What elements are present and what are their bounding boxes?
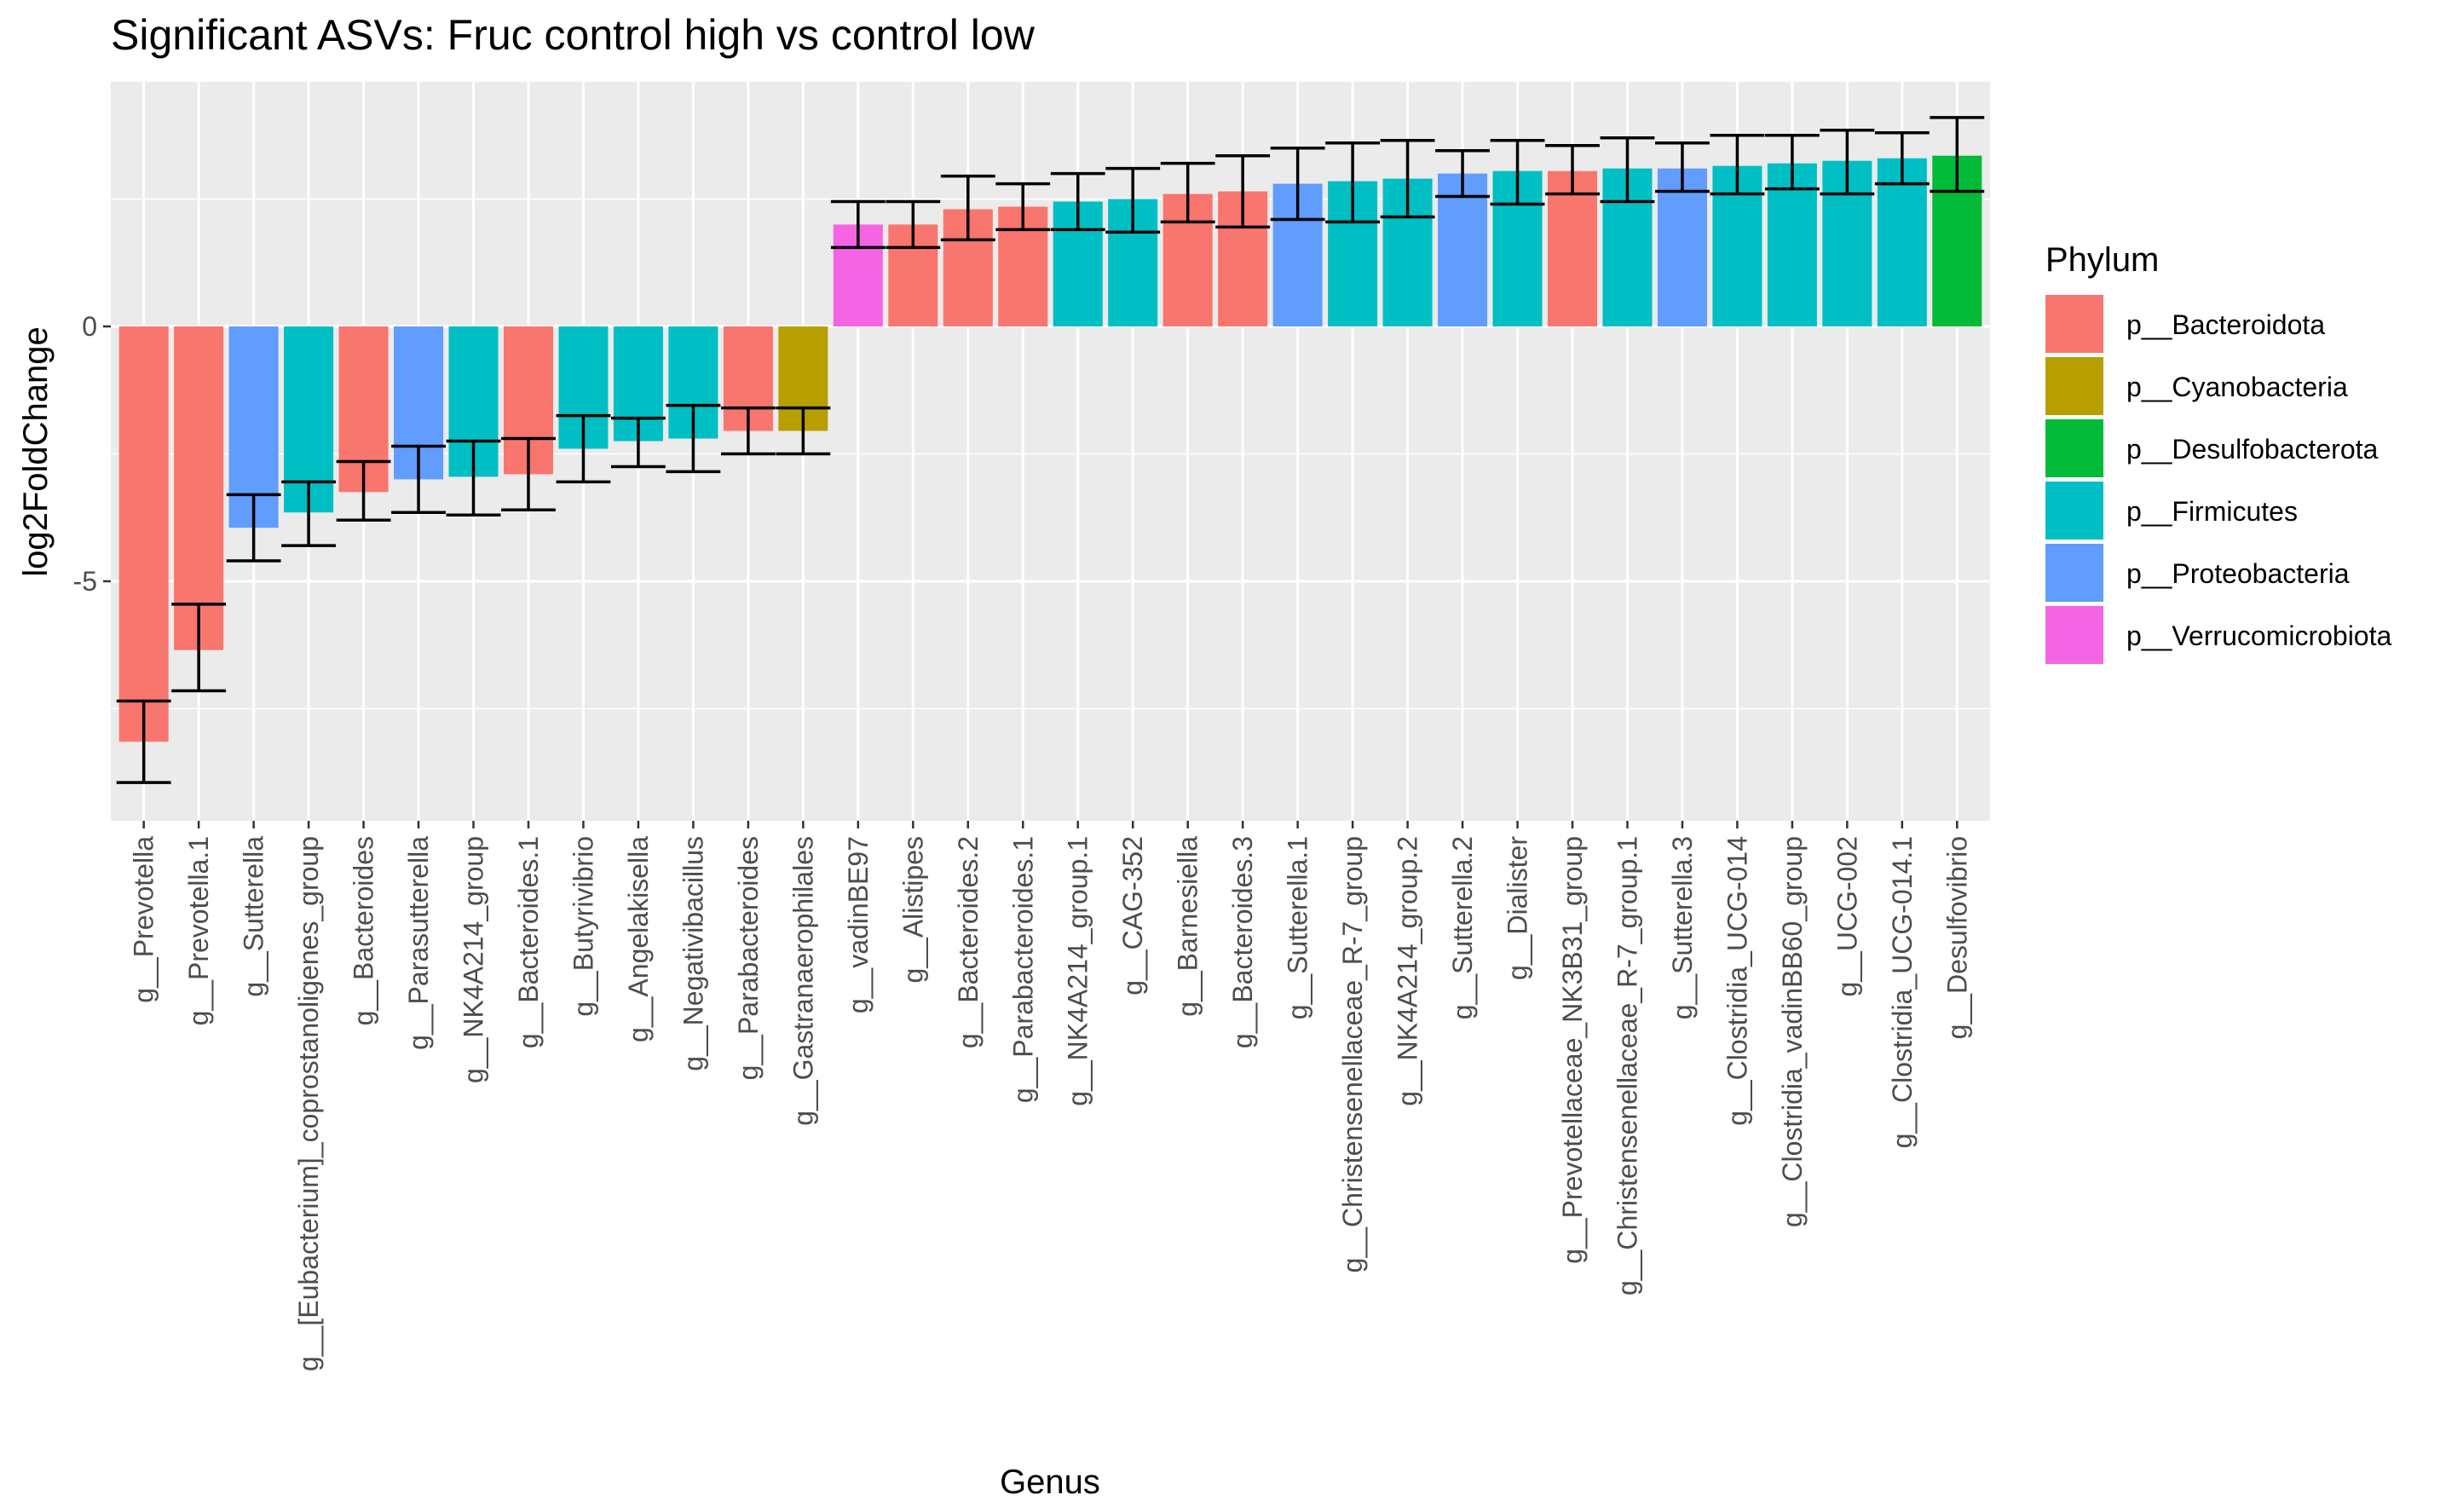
error-bars bbox=[116, 116, 1985, 784]
x-axis-title: Genus bbox=[1000, 1463, 1100, 1501]
chart-title: Significant ASVs: Fruc control high vs c… bbox=[111, 11, 1036, 59]
legend-swatch bbox=[2045, 606, 2103, 664]
legend-label: p__Proteobacteria bbox=[2126, 558, 2350, 589]
error-bar bbox=[391, 444, 446, 515]
legend-swatch bbox=[2045, 482, 2103, 540]
error-bar bbox=[1490, 139, 1545, 206]
y-tick-label: -5 bbox=[73, 566, 97, 597]
x-tick-label: g__Desulfovibrio bbox=[1941, 836, 1972, 1039]
error-bar bbox=[1160, 161, 1215, 224]
error-bar bbox=[1930, 116, 1985, 193]
x-tick-label: g__Bacteroides.1 bbox=[513, 836, 544, 1048]
error-bar bbox=[556, 413, 611, 484]
legend: Phylum p__Bacteroidota p__Cyanobacteria p_… bbox=[2045, 241, 2391, 664]
x-tick-label: g__Clostridia_UCG-014 bbox=[1722, 836, 1752, 1126]
error-bar bbox=[611, 416, 666, 469]
x-tick-label: g__NK4A214_group.2 bbox=[1393, 836, 1423, 1106]
legend-title: Phylum bbox=[2045, 241, 2159, 279]
error-bar bbox=[720, 406, 776, 456]
legend-swatch bbox=[2045, 419, 2103, 477]
bar bbox=[1877, 158, 1927, 327]
error-bar bbox=[830, 199, 886, 250]
x-tick-label: g__Christensenellaceae_R-7_group bbox=[1337, 836, 1368, 1273]
error-bar bbox=[995, 182, 1051, 232]
error-bar bbox=[336, 459, 391, 522]
error-bar bbox=[1050, 171, 1105, 232]
error-bar bbox=[1764, 134, 1820, 191]
x-tick-label: g__Dialister bbox=[1503, 836, 1533, 980]
error-bar bbox=[1710, 134, 1765, 196]
error-bar bbox=[226, 493, 281, 563]
x-tick-label: g__Bacteroides.3 bbox=[1227, 836, 1258, 1048]
error-bar bbox=[1435, 148, 1490, 199]
error-bar bbox=[171, 603, 227, 693]
x-tick-label: g__Gastranaerophilales bbox=[787, 836, 818, 1126]
bar bbox=[1657, 168, 1707, 327]
bar bbox=[1547, 170, 1598, 327]
bar bbox=[1767, 163, 1817, 327]
x-tick-label: g__Alistipes bbox=[897, 836, 928, 984]
x-tick-label: g__vadinBE97 bbox=[843, 836, 874, 1013]
x-tick-label: g__[Eubacterium]_coprostanoligenes_group bbox=[293, 836, 324, 1371]
x-tick-label: g__Clostridia_vadinBB60_group bbox=[1777, 836, 1808, 1227]
legend-swatch bbox=[2045, 295, 2103, 353]
x-tick-label: g__Sutterella bbox=[239, 836, 269, 997]
y-axis-title: log2FoldChange bbox=[17, 326, 55, 577]
error-bar bbox=[940, 174, 995, 242]
x-tick-label: g__Bacteroides.2 bbox=[953, 836, 984, 1048]
x-tick-label: g__Bacteroides bbox=[349, 836, 379, 1025]
legend-label: p__Cyanobacteria bbox=[2126, 372, 2348, 402]
x-tick-label: g__NK4A214_group bbox=[459, 836, 489, 1083]
legend-swatch bbox=[2045, 544, 2103, 602]
error-bar bbox=[1545, 143, 1600, 196]
x-tick-label: g__Negativibacillus bbox=[678, 836, 708, 1071]
error-bar bbox=[446, 439, 501, 517]
y-axis: -5 0 bbox=[73, 311, 111, 597]
legend-label: p__Bacteroidota bbox=[2126, 309, 2325, 340]
x-tick-label: g__Christensenellaceae_R-7_group.1 bbox=[1612, 836, 1642, 1296]
x-tick-label: g__Prevotella bbox=[129, 836, 159, 1003]
legend-label: p__Desulfobacterota bbox=[2126, 434, 2379, 465]
x-tick-label: g__Barnesiella bbox=[1173, 836, 1203, 1017]
x-tick-label: g__Sutterella.2 bbox=[1447, 836, 1478, 1019]
x-tick-label: g__Sutterella.3 bbox=[1667, 836, 1698, 1019]
x-tick-label: g__CAG-352 bbox=[1117, 836, 1148, 995]
x-tick-label: g__Butyrivibrio bbox=[568, 836, 598, 1017]
error-bar bbox=[1215, 153, 1271, 229]
error-bar bbox=[776, 406, 831, 456]
bar bbox=[174, 326, 224, 650]
x-tick-label: g__Parabacteroides bbox=[733, 836, 764, 1080]
error-bar bbox=[281, 480, 337, 547]
x-tick-label: g__Prevotellaceae_NK3B31_group bbox=[1557, 836, 1588, 1264]
x-tick-label: g__Parabacteroides.1 bbox=[1007, 836, 1038, 1103]
y-tick-label: 0 bbox=[82, 311, 97, 342]
error-bar bbox=[1270, 146, 1325, 222]
bar bbox=[118, 326, 169, 742]
error-bar bbox=[1380, 139, 1435, 219]
x-tick-label: g__Sutterella.1 bbox=[1283, 836, 1313, 1019]
x-axis: g__Prevotella g__Prevotella.1 g__Sutterell… bbox=[129, 821, 1972, 1371]
bar bbox=[1438, 173, 1488, 327]
error-bar bbox=[886, 199, 941, 250]
error-bar bbox=[1105, 166, 1161, 234]
x-tick-label: g__Angelakisella bbox=[623, 836, 654, 1042]
legend-swatch bbox=[2045, 357, 2103, 415]
x-tick-label: g__Parasutterella bbox=[403, 836, 434, 1050]
legend-label: p__Verrucomicrobiota bbox=[2126, 620, 2391, 651]
legend-label: p__Firmicutes bbox=[2126, 496, 2298, 527]
error-bar bbox=[1600, 136, 1655, 204]
x-tick-label: g__Clostridia_UCG-014.1 bbox=[1887, 836, 1918, 1148]
x-tick-label: g__UCG-002 bbox=[1832, 836, 1862, 997]
error-bar bbox=[666, 403, 721, 474]
error-bar bbox=[116, 699, 171, 784]
error-bar bbox=[1325, 141, 1381, 224]
error-bar bbox=[1874, 131, 1930, 186]
x-tick-label: g__Prevotella.1 bbox=[183, 836, 214, 1025]
error-bar bbox=[1655, 141, 1710, 193]
x-tick-label: g__NK4A214_group.1 bbox=[1063, 836, 1093, 1106]
error-bar bbox=[1820, 129, 1875, 196]
error-bar bbox=[501, 436, 556, 512]
